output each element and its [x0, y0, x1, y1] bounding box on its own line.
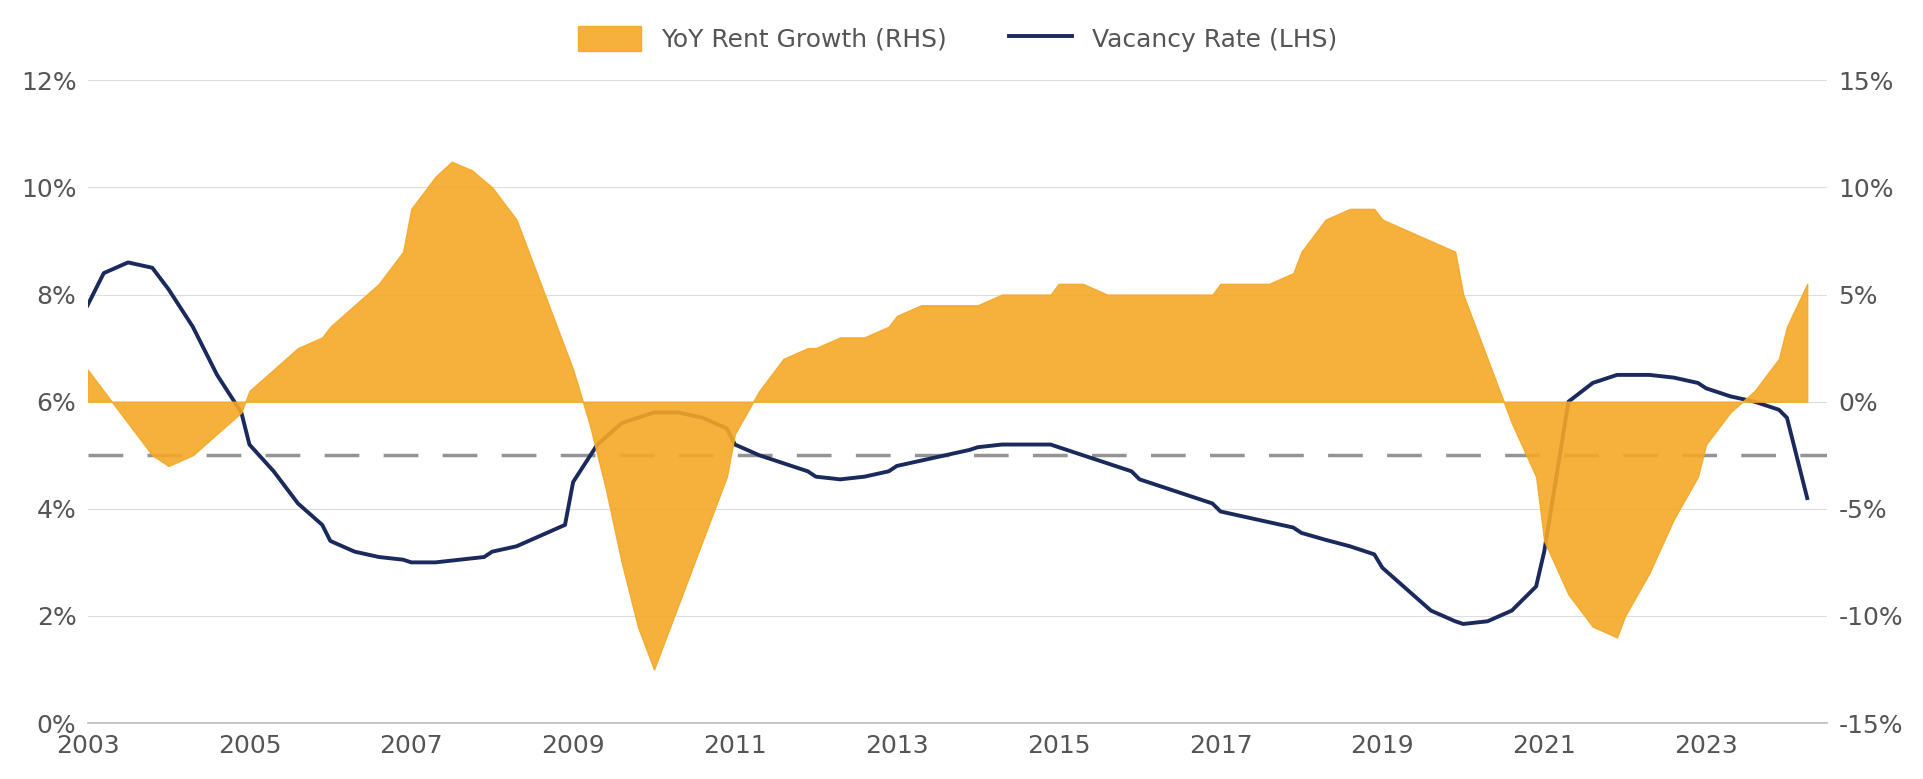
Legend: YoY Rent Growth (RHS), Vacancy Rate (LHS): YoY Rent Growth (RHS), Vacancy Rate (LHS… [567, 16, 1346, 62]
